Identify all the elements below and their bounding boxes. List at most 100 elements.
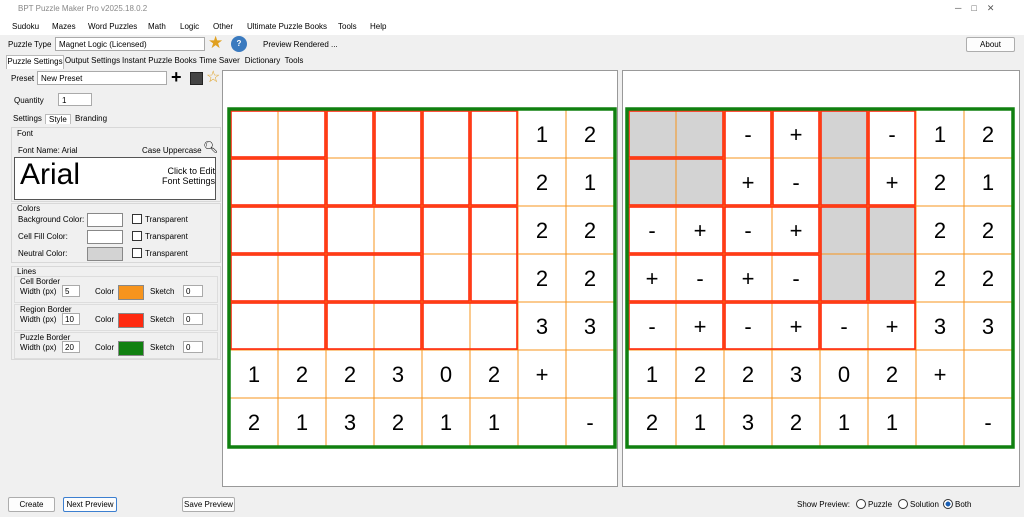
menu-item[interactable]: Tools [338,22,357,31]
puzzle-type-select[interactable]: Magnet Logic (Licensed) [55,37,205,51]
subtab[interactable]: Branding [75,114,108,123]
cell [277,205,327,255]
next-preview-button[interactable]: Next Preview [63,497,117,512]
checkbox-label: Transparent [145,232,188,241]
font-preview[interactable] [14,157,216,200]
subtab[interactable]: Settings [13,114,42,123]
add-preset[interactable]: + [171,67,182,87]
color-swatch[interactable] [118,341,144,356]
menu-item[interactable]: Logic [180,22,200,31]
cell-value: 3 [344,410,356,435]
cell [373,109,423,159]
cell-value: 1 [440,410,452,435]
color-swatch[interactable] [118,313,144,328]
color-label: Cell Fill Color: [18,232,68,241]
width-label: Width (px) [20,315,57,324]
puzzle-border [625,107,1015,449]
cell-value: 2 [536,218,548,243]
checkbox[interactable] [132,231,142,241]
tab[interactable]: Puzzle Settings [6,55,64,69]
width-input[interactable]: 20 [62,341,80,353]
region [470,206,518,302]
color-swatch[interactable] [87,230,123,244]
menu-item[interactable]: Sudoku [12,22,40,31]
color-swatch[interactable] [87,213,123,227]
sketch-input[interactable]: 0 [183,285,203,297]
cell-value: 2 [488,362,500,387]
star-preset[interactable]: ☆ [206,69,221,86]
cell-value: 2 [584,266,596,291]
region [628,110,724,158]
save-preview-button[interactable]: Save Preview [182,497,235,512]
color-swatch[interactable] [118,285,144,300]
cell-value: 2 [982,266,994,291]
region [628,158,724,206]
cell-value: + [886,170,899,195]
line-group [14,276,218,303]
cell [421,157,471,207]
save-preset[interactable] [190,72,203,85]
tab[interactable]: Tools [284,56,304,65]
region [868,206,916,302]
cell-value: 2 [742,362,754,387]
tab[interactable]: Time Saver [199,56,240,65]
font-search[interactable]: 🔍︎ [203,140,219,154]
window-controls[interactable]: ─ □ ✕ [955,3,995,13]
cell [915,397,965,447]
cell [373,205,423,255]
radio[interactable] [856,499,866,509]
menu-item[interactable]: Math [148,22,166,31]
cell-value: 2 [344,362,356,387]
region [326,110,374,206]
neutral-cell [820,110,868,158]
cell-value: - [888,122,895,147]
help-button[interactable]: ? [231,36,247,52]
cell-value: 2 [934,266,946,291]
cell-value: 1 [584,170,596,195]
about-button[interactable]: About [966,37,1015,52]
cell-value: + [694,314,707,339]
sketch-input[interactable]: 0 [183,313,203,325]
show-preview-label: Show Preview: [797,500,850,509]
color-label: Background Color: [18,215,85,224]
neutral-cell [868,254,916,302]
region [230,206,326,254]
tab[interactable]: Instant Puzzle Books [122,56,197,65]
cell-value: + [646,266,659,291]
checkbox-label: Transparent [145,215,188,224]
cell-value: 1 [536,122,548,147]
cell [421,301,471,351]
subtab[interactable]: Style [45,114,71,124]
radio[interactable] [943,499,953,509]
cell-value: 1 [982,170,994,195]
color-swatch[interactable] [87,247,123,261]
checkbox[interactable] [132,248,142,258]
menu-item[interactable]: Other [213,22,234,31]
quantity-input[interactable]: 1 [58,93,92,106]
radio-label: Both [955,500,972,509]
width-input[interactable]: 5 [62,285,80,297]
tab[interactable]: Dictionary [244,56,281,65]
menu-item[interactable]: Help [370,22,387,31]
sketch-input[interactable]: 0 [183,341,203,353]
checkbox[interactable] [132,214,142,224]
width-input[interactable]: 10 [62,313,80,325]
menu-item[interactable]: Ultimate Puzzle Books [247,22,328,31]
create-button[interactable]: Create [8,497,55,512]
region [326,206,422,254]
menu-item[interactable]: Word Puzzles [88,22,138,31]
menu-item[interactable]: Mazes [52,22,76,31]
cell-value: - [984,410,991,435]
favorite-star[interactable]: ★ [208,33,224,52]
cell [229,301,279,351]
region [868,110,916,206]
radio[interactable] [898,499,908,509]
font-preview-text: Arial [20,158,81,191]
tab[interactable]: Output Settings [64,56,121,65]
cell-value: + [934,362,947,387]
region [724,302,820,350]
cell [325,253,375,303]
color-label: Neutral Color: [18,249,68,258]
preset-select[interactable]: New Preset [37,71,167,85]
